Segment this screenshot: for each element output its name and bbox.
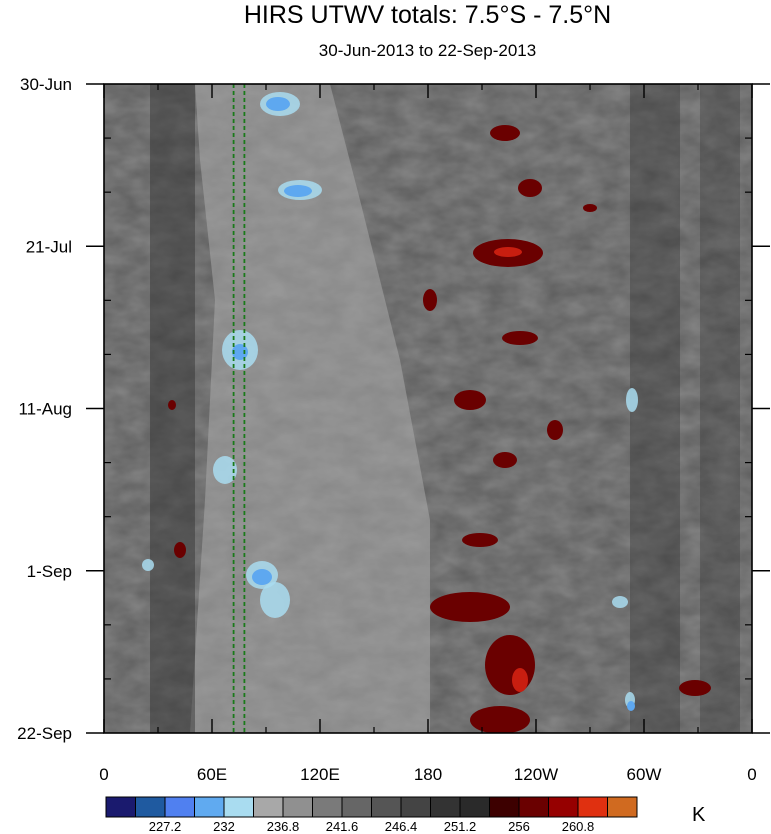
- colorbar-label: 256: [508, 819, 530, 834]
- colorbar-swatch: [577, 796, 608, 818]
- field-layer: [104, 84, 752, 733]
- axes-layer: 0 60E 120E 180 120W 60W 0 30-Jun 21-Jul 11-Aug 1-S…: [17, 75, 770, 784]
- moist-patch: [612, 596, 628, 608]
- y-tick-label: 11-Aug: [18, 400, 72, 419]
- colorbar-swatch: [430, 796, 461, 818]
- dry-patch: [168, 400, 176, 410]
- moist-core: [284, 185, 312, 197]
- x-tick-label: 120W: [514, 765, 558, 784]
- dry-patch: [174, 542, 186, 558]
- colorbar-swatch: [459, 796, 490, 818]
- colorbar-label: 236.8: [267, 819, 300, 834]
- dry-patch: [454, 390, 486, 410]
- dry-patch: [547, 420, 563, 440]
- colorbar-label: 232: [213, 819, 235, 834]
- colorbar-swatch: [164, 796, 195, 818]
- chart-subtitle: 30-Jun-2013 to 22-Sep-2013: [318, 41, 537, 60]
- dry-patch: [502, 331, 538, 345]
- colorbar-swatch: [489, 796, 520, 818]
- dry-patch: [583, 204, 597, 212]
- dry-patch: [423, 289, 437, 311]
- dry-column: [700, 84, 740, 733]
- moist-patch: [626, 388, 638, 412]
- colorbar-swatch: [253, 796, 284, 818]
- x-tick-label: 180: [414, 765, 442, 784]
- y-tick-label: 22-Sep: [17, 724, 72, 743]
- y-tick-label: 21-Jul: [26, 237, 72, 256]
- chart-title: HIRS UTWV totals: 7.5°S - 7.5°N: [243, 1, 612, 29]
- colorbar-swatch: [135, 796, 166, 818]
- colorbar-label: 251.2: [444, 819, 477, 834]
- x-tick-label: 60W: [627, 765, 662, 784]
- x-tick-label: 60E: [197, 765, 227, 784]
- moist-core: [627, 701, 635, 711]
- colorbar-swatch: [400, 796, 431, 818]
- dry-core: [512, 668, 528, 692]
- dry-patch: [430, 592, 510, 622]
- colorbar-swatch: [341, 796, 372, 818]
- colorbar-swatch: [371, 796, 402, 818]
- dry-patch: [490, 125, 520, 141]
- colorbar-label: 241.6: [326, 819, 359, 834]
- colorbar-label: 227.2: [149, 819, 182, 834]
- dry-patch: [470, 706, 530, 733]
- moist-core: [266, 97, 290, 111]
- moist-core: [232, 344, 248, 360]
- colorbar-swatch: [282, 796, 313, 818]
- colorbar-swatch: [223, 796, 254, 818]
- dry-patch: [493, 452, 517, 468]
- colorbar-swatch: [548, 796, 579, 818]
- x-tick-label: 120E: [300, 765, 340, 784]
- moist-patch: [213, 456, 237, 484]
- colorbar-label: 260.8: [562, 819, 595, 834]
- colorbar-swatch: [607, 796, 638, 818]
- moist-core: [252, 569, 272, 585]
- y-tick-label: 1-Sep: [27, 562, 72, 581]
- moist-patch: [142, 559, 154, 571]
- dry-core: [494, 247, 522, 257]
- colorbar-label: 246.4: [385, 819, 418, 834]
- x-tick-label: 0: [747, 765, 756, 784]
- y-tick-label: 30-Jun: [20, 75, 72, 94]
- dry-patch: [518, 179, 542, 197]
- colorbar-swatch: [194, 796, 225, 818]
- colorbar-units-label: K: [692, 804, 706, 826]
- dry-patch: [679, 680, 711, 696]
- dry-patch: [462, 533, 498, 547]
- colorbar-swatch: [105, 796, 136, 818]
- colorbar-swatch: [518, 796, 549, 818]
- dry-column: [630, 84, 680, 733]
- x-tick-label: 0: [99, 765, 108, 784]
- moist-patch: [260, 582, 290, 618]
- colorbar-swatch: [312, 796, 343, 818]
